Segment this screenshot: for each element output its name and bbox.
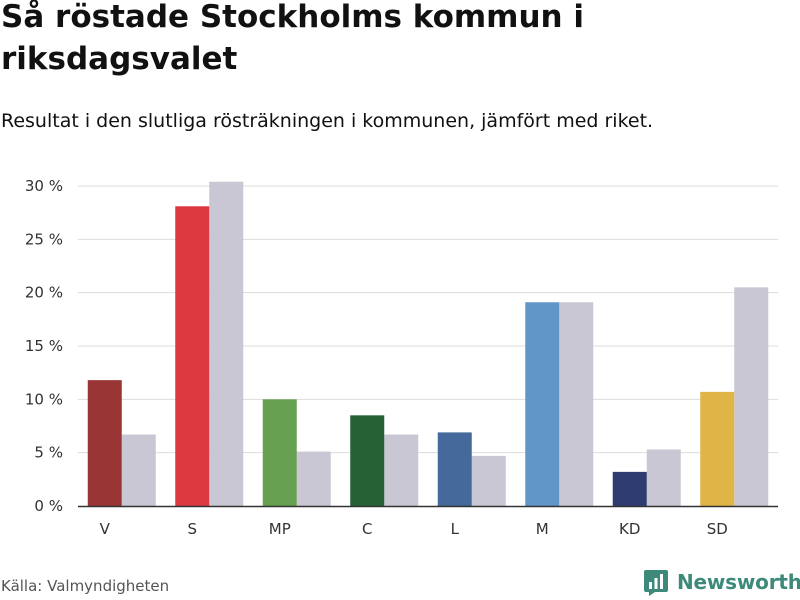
- bar-local-m: [525, 302, 560, 506]
- x-tick-label: S: [187, 520, 197, 538]
- x-tick-label: M: [536, 520, 549, 538]
- bar-local-l: [437, 432, 472, 506]
- bar-local-s: [175, 206, 210, 506]
- bar-local-kd: [612, 471, 647, 506]
- chart-subtitle: Resultat i den slutliga rösträkningen i …: [1, 110, 654, 132]
- x-tick-label: MP: [269, 520, 291, 538]
- bars: [87, 181, 769, 506]
- y-tick-label: 15 %: [25, 337, 63, 355]
- x-tick-label: V: [100, 520, 111, 538]
- brand-name: Newsworthy: [677, 570, 800, 594]
- bar-national-m: [559, 302, 594, 506]
- y-tick-label: 30 %: [25, 177, 63, 195]
- x-tick-label: C: [362, 520, 372, 538]
- x-axis-ticks: V S MP C L M KD SD: [100, 520, 728, 538]
- y-tick-label: 10 %: [25, 390, 63, 408]
- bar-national-s: [209, 181, 244, 506]
- bar-national-l: [471, 455, 506, 506]
- x-tick-label: KD: [619, 520, 640, 538]
- bar-national-mp: [296, 451, 331, 506]
- y-tick-label: 0 %: [34, 497, 63, 515]
- newsworthy-logo[interactable]: Newsworthy: [643, 568, 800, 596]
- bar-national-sd: [734, 287, 769, 506]
- bar-local-c: [350, 415, 385, 506]
- bar-national-v: [121, 434, 156, 506]
- bar-local-v: [87, 380, 122, 506]
- y-tick-label: 5 %: [34, 444, 63, 462]
- bar-national-c: [384, 434, 419, 506]
- bar-chart: 0 % 5 % 10 % 15 % 20 % 25 % 30 % V S MP C L M KD SD: [25, 177, 778, 538]
- bar-local-sd: [700, 391, 735, 506]
- y-tick-label: 25 %: [25, 230, 63, 248]
- chart-title: Så röstade Stockholms kommun i riksdagsv…: [1, 0, 585, 77]
- bar-national-kd: [646, 449, 681, 506]
- source-note: Källa: Valmyndigheten: [1, 577, 170, 595]
- bar-local-mp: [262, 399, 297, 506]
- x-tick-label: L: [451, 520, 460, 538]
- bar-chart-icon: [644, 570, 668, 596]
- x-tick-label: SD: [707, 520, 728, 538]
- y-tick-label: 20 %: [25, 284, 63, 302]
- y-axis-ticks: 0 % 5 % 10 % 15 % 20 % 25 % 30 %: [25, 177, 63, 515]
